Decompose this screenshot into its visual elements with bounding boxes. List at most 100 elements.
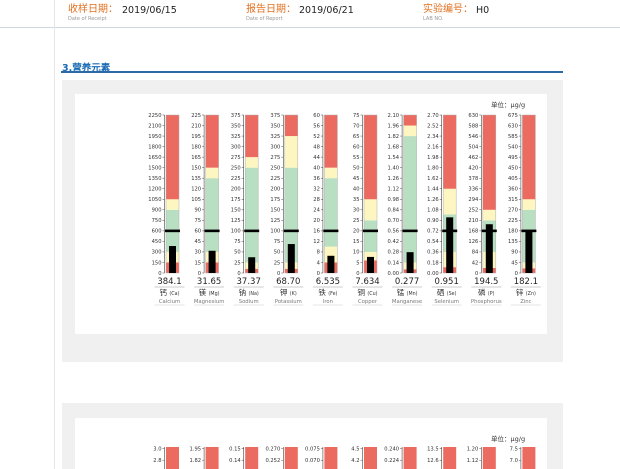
tick-label: 0.15 [229,447,241,453]
tick-label: 8 [317,250,320,256]
tick-label: 588 [468,123,478,129]
zone-band [245,115,259,158]
tick-label: 1350 [148,176,161,182]
zone-band [482,115,496,210]
tick-label: 24 [313,208,320,214]
tick-label: 375 [231,113,241,119]
element-en-label: Phosphorus [471,299,502,305]
gauge-column-potassium: 3753503253002752502252001751501251007550… [270,113,304,306]
element-cn-label: 锰 (Mn) [397,287,418,297]
tick-label: 168 [468,229,478,235]
tick-label: 0.252 [265,458,280,464]
zone-band [522,447,536,469]
tick-label: 350 [231,123,241,129]
tick-label: 195 [191,134,201,140]
tick-label: 0 [356,271,359,277]
tick-label: 200 [270,187,280,193]
tick-label: 315 [508,197,518,203]
receipt-date-value: 2019/06/15 [122,5,177,16]
zone-band [482,209,496,221]
tick-label: 225 [231,176,241,182]
tick-label: 20 [353,229,360,235]
reference-marker [402,229,418,233]
tick-label: 0.14 [388,260,400,266]
tick-label: 125 [270,218,280,224]
zone-band [403,125,417,137]
tick-label: 126 [468,239,478,245]
tick-label: 50 [353,165,360,171]
tick-label: 40 [313,165,320,171]
tick-label: 0 [237,271,240,277]
tick-label: 1.26 [388,176,400,182]
gauge-column-2-8: 1.20 1.12 [467,447,496,469]
tick-label: 1.98 [427,155,439,161]
tick-label: 1.54 [388,155,400,161]
tick-label: 375 [270,113,280,119]
data-label: 37.37 [237,277,261,287]
tick-label: 135 [191,176,201,182]
tick-label: 4 [317,260,321,266]
tick-label: 180 [508,229,518,235]
tick-label: 225 [191,113,201,119]
tick-label: 12.6 [427,458,439,464]
element-cn-label: 硒 (Se) [437,288,457,297]
tick-label: 1.44 [427,187,439,193]
zone-band [522,199,536,210]
tick-label: 450 [152,239,162,245]
receipt-date-label: 收样日期： [68,4,118,15]
tick-label: 42 [472,260,479,266]
tick-label: 100 [270,229,280,235]
tick-label: 1.82 [388,134,400,140]
tick-label: 0.00 [388,271,400,277]
tick-label: 1.40 [388,165,400,171]
zone-band [364,199,377,221]
zone-band [245,157,259,168]
tick-label: 100 [231,229,241,235]
data-label: 68.70 [276,277,300,287]
zone-band [443,188,457,215]
tick-label: 2.10 [388,113,400,119]
left-margin-line [54,0,55,469]
tick-label: 2250 [148,113,161,119]
tick-label: 20 [313,218,320,224]
tick-label: 350 [270,123,280,129]
value-bar [485,224,493,273]
tick-label: 270 [508,208,518,214]
tick-label: 2.70 [427,113,439,119]
report-header: 收样日期： Date of Receipt 2019/06/15 报告日期： D… [0,0,620,28]
lab-number-label: 实验编号： [423,4,473,15]
report-date-label: 报告日期： [246,4,296,15]
gauge-column-zinc: 6756305855404954504053603152702251801359… [508,113,541,306]
chart-card [75,94,547,334]
data-label: 31.65 [197,277,221,287]
zone-band [364,220,377,252]
gauge-column-2-6: 0.240 0.224 [384,447,417,469]
value-bar [327,255,335,273]
zone-band [284,447,298,469]
value-bar [446,217,454,273]
tick-label: 55 [353,155,360,161]
tick-label: 325 [270,134,280,140]
chart-card-2 [75,418,547,469]
tick-label: 1650 [148,155,161,161]
tick-label: 0.075 [305,447,320,453]
element-en-label: Zinc [520,299,531,305]
tick-label: 585 [508,134,518,140]
value-bar [248,257,256,273]
zone-band [205,167,219,179]
reference-marker [165,229,180,233]
tick-label: 750 [152,218,162,224]
tick-label: 250 [231,165,241,171]
lab-number-label-group: 实验编号： LAB NO. [423,4,473,22]
value-bar [367,256,374,273]
zone-band [284,167,298,263]
tick-label: 0.54 [427,239,439,245]
tick-label: 0 [475,271,478,277]
value-bar [208,250,216,273]
header-divider [0,27,620,28]
tick-label: 28 [313,197,320,203]
section-rule [61,71,563,73]
tick-label: 1.08 [427,208,439,214]
element-cn-label: 锌 (Zn) [516,287,536,297]
